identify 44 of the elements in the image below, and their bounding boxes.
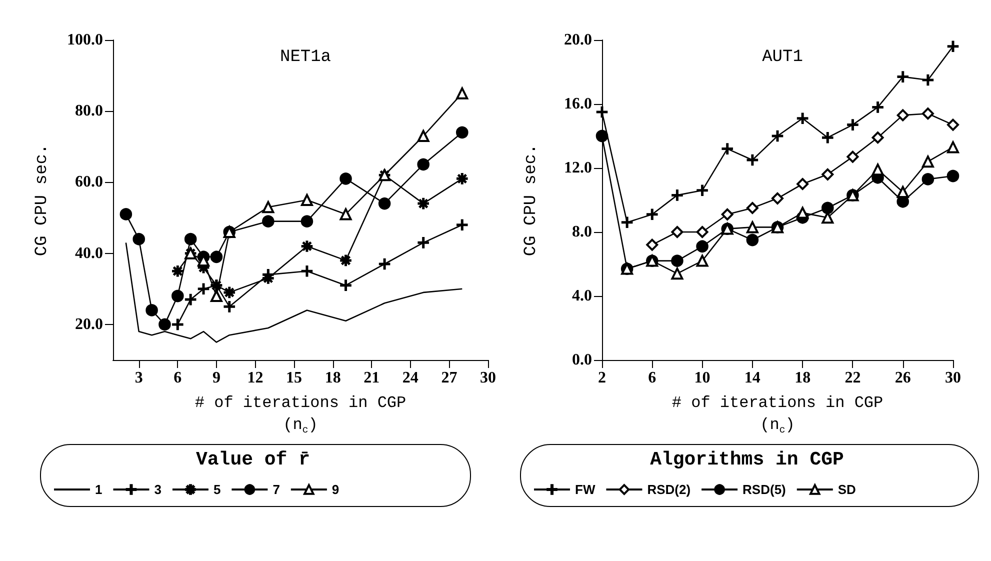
y-tick-label: 0.0 <box>572 352 592 368</box>
y-tick-label: 8.0 <box>572 224 592 240</box>
x-tick-label: 12 <box>247 370 264 386</box>
x-tick-label: 6 <box>174 370 182 386</box>
x-tick-label: 30 <box>480 370 496 386</box>
y-tick-label: 100.0 <box>67 32 103 48</box>
x-tick-label: 10 <box>694 370 710 386</box>
y-tick-label: 40.0 <box>75 244 103 262</box>
y-tick-label: 12.0 <box>564 160 592 176</box>
x-tick-label: 30 <box>945 370 961 386</box>
x-tick-label: 2 <box>598 370 606 386</box>
x-tick-label: 26 <box>894 370 911 386</box>
legend-title: Value of r̄ <box>196 448 310 470</box>
legend-label: 9 <box>332 482 340 497</box>
x-tick-label: 14 <box>744 370 760 386</box>
legend-label: FW <box>575 482 596 497</box>
x-tick-label: 9 <box>212 370 220 386</box>
y-tick-label: 20.0 <box>564 32 592 48</box>
legend-label: RSD(5) <box>742 482 786 497</box>
x-tick-label: 3 <box>134 370 143 386</box>
legend-label: RSD(2) <box>647 482 691 497</box>
legend-label: 7 <box>272 482 280 497</box>
legend-label: 1 <box>95 482 102 497</box>
x-tick-label: 15 <box>286 370 302 386</box>
x-tick-label: 24 <box>402 370 418 386</box>
x-tick-label: 27 <box>441 370 458 386</box>
x-tick-label: 22 <box>844 370 861 386</box>
y-tick-label: 16.0 <box>564 96 592 112</box>
x-tick-label: 18 <box>324 370 341 386</box>
legend-label: 5 <box>213 482 221 497</box>
chart-title: NET1a <box>280 48 332 67</box>
chart-title: AUT1 <box>762 48 803 67</box>
legend-label: 3 <box>154 482 162 497</box>
y-tick-label: 4.0 <box>572 288 592 304</box>
legend-title: Algorithms in CGP <box>650 448 844 470</box>
y-tick-label: 60.0 <box>75 174 103 191</box>
x-tick-label: 18 <box>794 370 811 386</box>
legend-label: SD <box>838 482 856 497</box>
x-tick-label: 6 <box>648 370 656 386</box>
y-tick-label: 80.0 <box>75 102 103 120</box>
x-tick-label: 21 <box>364 370 380 386</box>
y-axis-title: CG CPU sec. <box>522 144 541 256</box>
y-tick-label: 20.0 <box>75 316 103 333</box>
y-axis-title: CG CPU sec. <box>33 144 52 256</box>
